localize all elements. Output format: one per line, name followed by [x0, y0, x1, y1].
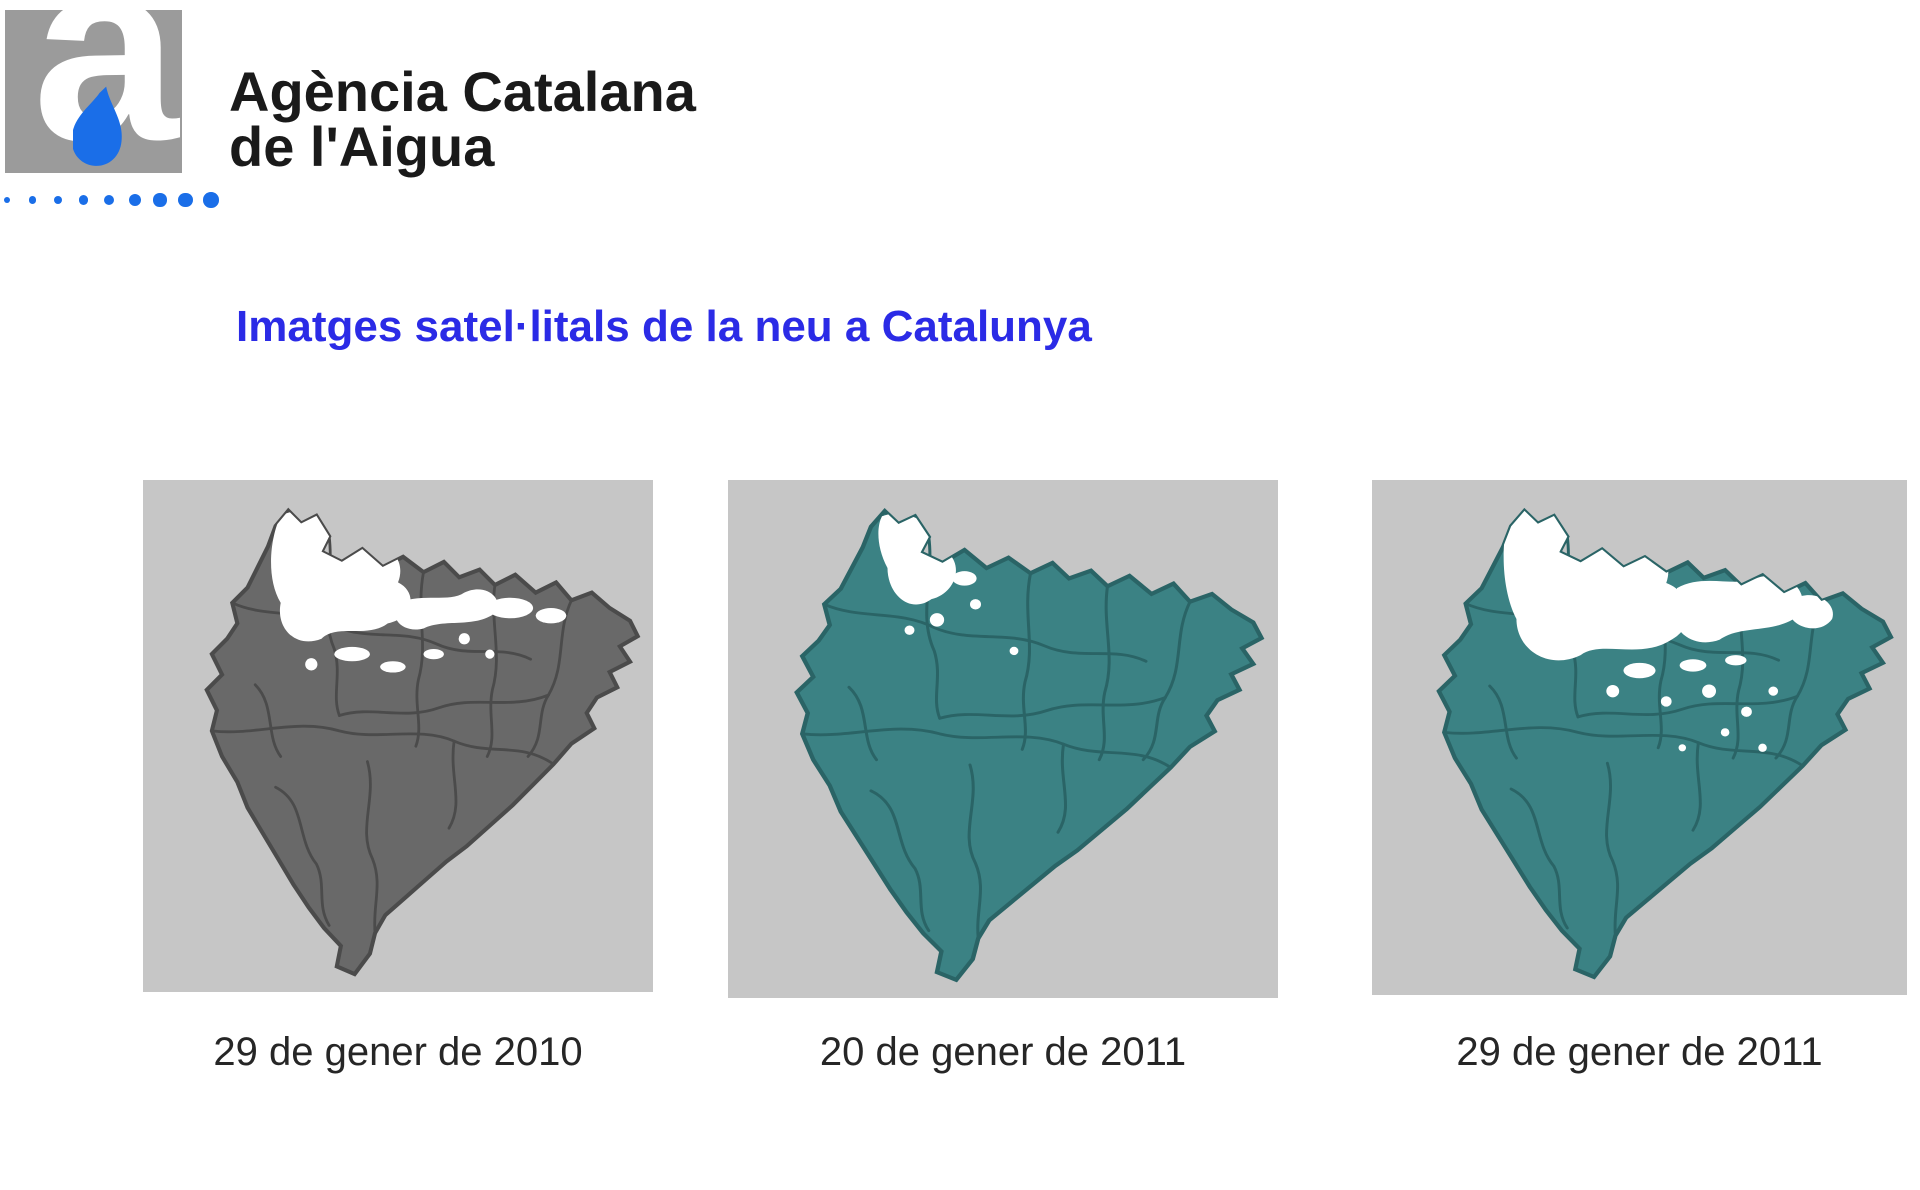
- logo-dot: [53, 195, 63, 205]
- snow-cover: [271, 510, 567, 673]
- org-name-line2: de l'Aigua: [229, 115, 495, 178]
- snow-map-2010-01-29: [143, 480, 653, 992]
- page-title: Imatges satel·litals de la neu a Catalun…: [236, 302, 1092, 351]
- logo-dot: [78, 195, 89, 205]
- water-drop-icon: [73, 86, 122, 166]
- logo-dot: [128, 194, 141, 206]
- logo-dots: [4, 192, 235, 213]
- catalonia-map-svg: [143, 480, 653, 992]
- map-caption-2011-01-29: 29 de gener de 2011: [1456, 1030, 1823, 1074]
- logo-dot: [178, 192, 193, 208]
- map-caption-2010-01-29: 29 de gener de 2010: [213, 1030, 583, 1074]
- logo-dot: [153, 193, 167, 207]
- logo-dot: [103, 194, 115, 206]
- snow-map-2011-01-29: [1372, 480, 1907, 995]
- aca-logo: a: [5, 0, 182, 180]
- org-name: Agència Catalana de l'Aigua: [229, 60, 696, 178]
- map-caption-2011-01-20: 20 de gener de 2011: [819, 1030, 1187, 1074]
- logo-dot: [4, 197, 10, 203]
- logo-dot: [203, 192, 219, 208]
- catalonia-map-svg: [728, 480, 1278, 998]
- catalonia-map-svg: [1372, 480, 1907, 995]
- logo-dot: [28, 196, 37, 204]
- snow-map-2011-01-20: [728, 480, 1278, 998]
- org-name-line1: Agència Catalana: [229, 60, 696, 123]
